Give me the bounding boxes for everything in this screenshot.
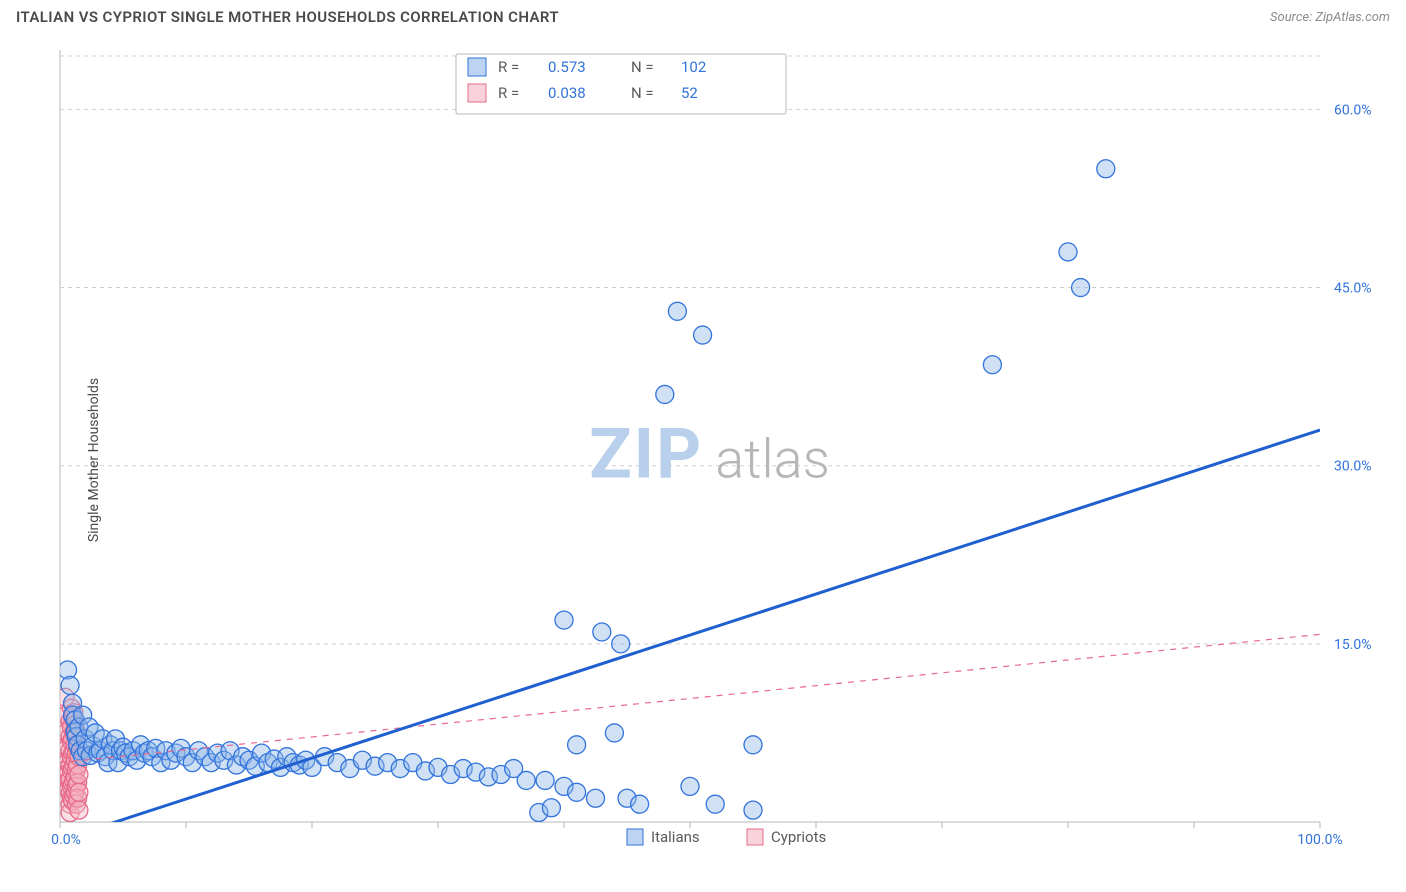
svg-text:60.0%: 60.0%: [1334, 102, 1372, 118]
correlation-scatter-chart: 15.0% 30.0% 45.0% 60.0% 0.0% 100.0% ZIPatlas R …: [16, 40, 1390, 880]
svg-text:Cypriots: Cypriots: [771, 828, 826, 846]
svg-text:R =: R =: [498, 58, 519, 76]
svg-text:N =: N =: [631, 84, 654, 102]
svg-text:30.0%: 30.0%: [1334, 459, 1372, 475]
svg-text:0.038: 0.038: [548, 84, 586, 102]
svg-text:100.0%: 100.0%: [1297, 832, 1342, 848]
source-label: Source: ZipAtlas.com: [1270, 10, 1390, 25]
chart-container: Single Mother Households 15.0% 30.0% 45.0%…: [16, 40, 1390, 880]
svg-text:52: 52: [681, 84, 698, 102]
y-axis-label: Single Mother Households: [86, 378, 102, 542]
svg-text:N =: N =: [631, 58, 654, 76]
svg-text:0.573: 0.573: [548, 58, 586, 76]
chart-title: ITALIAN VS CYPRIOT SINGLE MOTHER HOUSEHO…: [16, 8, 559, 26]
svg-text:102: 102: [681, 58, 706, 76]
svg-text:Italians: Italians: [651, 828, 700, 846]
svg-text:45.0%: 45.0%: [1334, 281, 1372, 297]
svg-text:15.0%: 15.0%: [1334, 637, 1372, 653]
svg-text:atlas: atlas: [715, 429, 830, 492]
svg-text:ZIP: ZIP: [589, 414, 703, 496]
svg-text:R =: R =: [498, 84, 519, 102]
svg-text:0.0%: 0.0%: [51, 832, 81, 848]
